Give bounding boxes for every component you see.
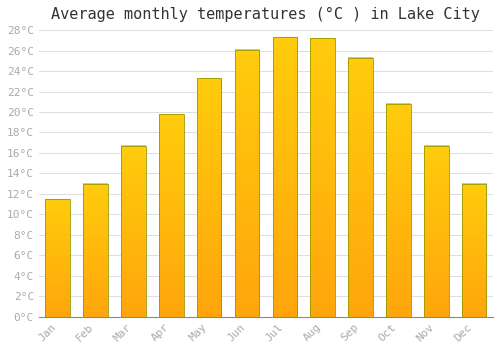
Bar [386,104,410,317]
Title: Average monthly temperatures (°C ) in Lake City: Average monthly temperatures (°C ) in La… [52,7,480,22]
Bar [348,58,373,317]
Bar [121,146,146,317]
Bar [462,184,486,317]
Bar [46,199,70,317]
Bar [424,146,448,317]
Bar [197,78,222,317]
Bar [234,50,260,317]
Bar [272,37,297,317]
Bar [84,184,108,317]
Bar [159,114,184,317]
Bar [310,38,335,317]
